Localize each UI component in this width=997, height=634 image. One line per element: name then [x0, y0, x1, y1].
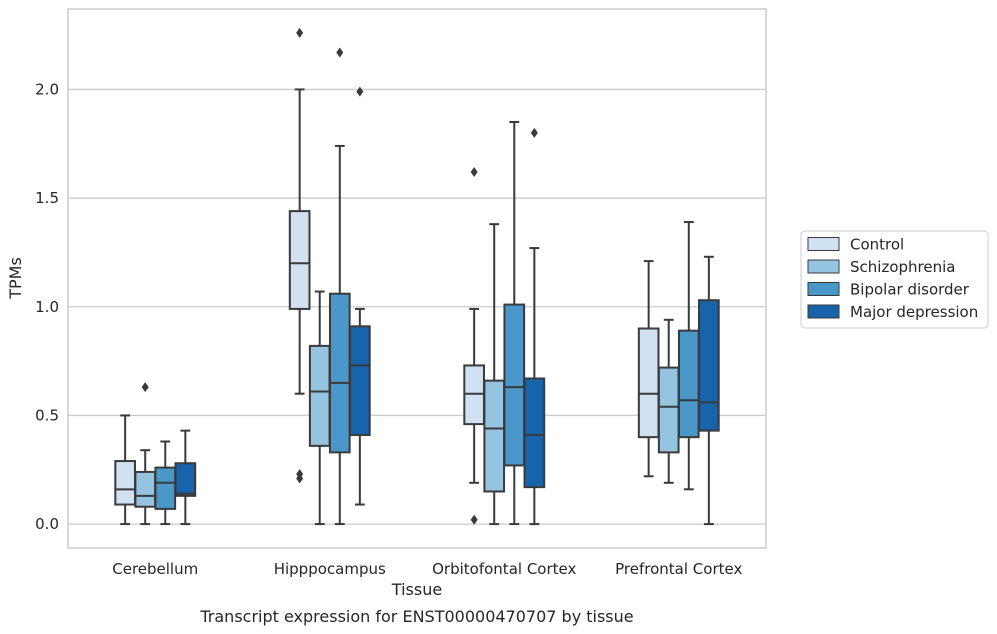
box [308, 344, 331, 447]
box-plot [349, 86, 371, 506]
x-axis-label: Tissue [391, 580, 442, 599]
grid-lines [68, 88, 766, 525]
box-plot [288, 27, 311, 484]
y-tick-label: 0.0 [35, 515, 59, 533]
legend-swatch [807, 259, 840, 274]
box [463, 364, 485, 426]
y-tick-label: 0.5 [35, 406, 59, 424]
box [483, 379, 506, 493]
box-plot [657, 318, 680, 484]
box [677, 329, 700, 439]
box [114, 460, 136, 506]
box [657, 366, 680, 454]
box [328, 292, 351, 454]
outlier-point [336, 47, 344, 58]
legend-label: Major depression [850, 303, 978, 321]
legend-swatch [807, 282, 840, 296]
legend: Control Schizophrenia Bipolar disorder Majo… [800, 230, 989, 329]
outlier-point [530, 127, 538, 138]
box [523, 377, 546, 489]
x-tick-label: Cerebellum [112, 560, 198, 578]
box-plot [463, 167, 485, 525]
x-tick-labels: Cerebellum Hipppocampus Orbitofontal Corte… [112, 560, 742, 578]
box-plot [637, 260, 660, 478]
box-plots [114, 27, 720, 526]
y-tick-label: 1.0 [35, 298, 59, 316]
legend-swatch [807, 237, 840, 251]
outlier-point [356, 86, 364, 97]
box [698, 299, 720, 432]
chart-caption: Transcript expression for ENST0000047070… [199, 607, 633, 626]
legend-swatch [807, 304, 840, 319]
box [637, 327, 660, 439]
box-plot [503, 121, 526, 526]
outlier-point [470, 167, 478, 178]
legend-label: Control [850, 236, 904, 254]
box-plot [174, 429, 197, 526]
box-plot [114, 414, 136, 526]
box-plot [698, 255, 720, 526]
box-plot [523, 127, 546, 526]
outlier-point [296, 27, 304, 38]
box [349, 325, 371, 436]
y-tick-labels: 0.0 0.5 1.0 1.5 2.0 [35, 80, 59, 533]
y-tick-label: 2.0 [35, 80, 59, 98]
y-tick-label: 1.5 [35, 189, 59, 207]
box-plot [308, 290, 331, 526]
outlier-point [470, 514, 478, 525]
legend-frame [800, 230, 989, 329]
x-tick-label: Orbitofontal Cortex [432, 560, 576, 578]
box [288, 210, 311, 310]
box [174, 462, 197, 497]
box [134, 470, 157, 508]
box [154, 466, 177, 510]
plot-frame [67, 8, 767, 549]
box [503, 303, 526, 467]
x-tick-label: Prefrontal Cortex [615, 560, 742, 578]
box-plot [677, 220, 700, 491]
x-tick-label: Hipppocampus [274, 560, 386, 578]
legend-label: Bipolar disorder [850, 281, 970, 299]
box-plot [134, 382, 157, 526]
box-plot [154, 440, 177, 526]
box-plot [328, 47, 351, 526]
y-axis-label: TPMs [6, 257, 25, 300]
outlier-point [141, 382, 149, 393]
outlier-point [296, 473, 304, 484]
legend-label: Schizophrenia [850, 258, 955, 276]
box-plot [483, 223, 506, 526]
